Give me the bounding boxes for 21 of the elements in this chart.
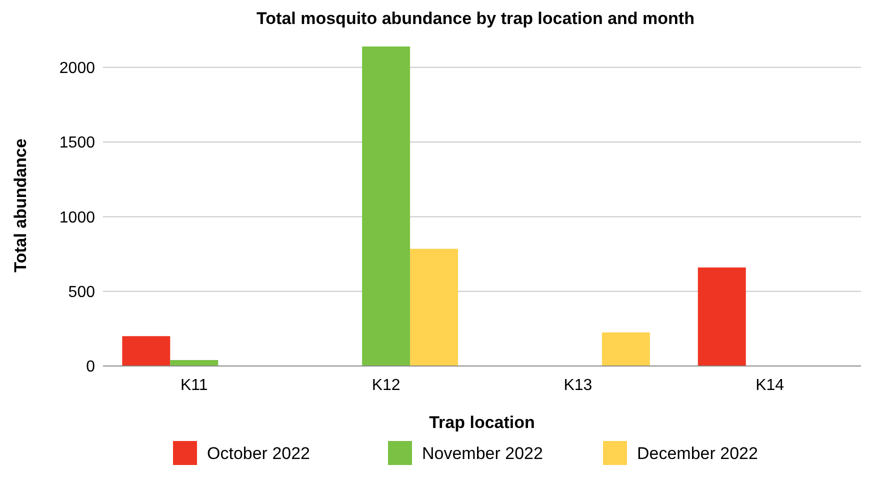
y-tick-label: 1500 <box>59 134 96 152</box>
legend-label: October 2022 <box>207 444 310 463</box>
legend-label: December 2022 <box>637 444 758 463</box>
x-tick-label: K13 <box>564 377 592 394</box>
bar <box>170 360 218 366</box>
bar <box>602 332 650 366</box>
x-axis-title: Trap location <box>429 413 535 432</box>
y-axis-title: Total abundance <box>11 138 30 272</box>
y-tick-label: 2000 <box>59 60 96 77</box>
bar <box>410 248 458 366</box>
x-tick-label: K11 <box>180 377 208 394</box>
x-tick-label: K14 <box>756 377 784 394</box>
bar <box>362 46 410 366</box>
bar <box>122 336 170 366</box>
chart-title: Total mosquito abundance by trap location and month <box>256 9 694 28</box>
y-tick-label: 500 <box>68 284 96 301</box>
y-tick-label: 1000 <box>59 209 96 226</box>
bar <box>698 267 746 366</box>
x-tick-label: K12 <box>372 377 400 394</box>
legend-label: November 2022 <box>422 444 543 463</box>
y-tick-label: 0 <box>86 358 96 376</box>
